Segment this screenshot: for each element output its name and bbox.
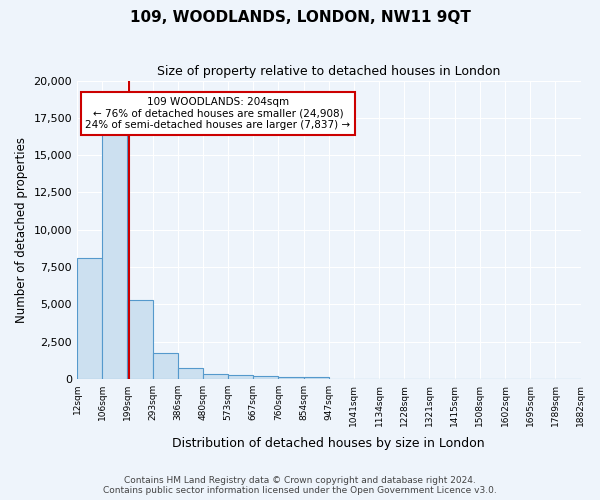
Bar	[77, 258, 102, 379]
Bar	[304, 377, 329, 379]
X-axis label: Distribution of detached houses by size in London: Distribution of detached houses by size …	[172, 437, 485, 450]
Bar	[127, 300, 152, 379]
Y-axis label: Number of detached properties: Number of detached properties	[15, 136, 28, 322]
Title: Size of property relative to detached houses in London: Size of property relative to detached ho…	[157, 65, 500, 78]
Bar	[178, 368, 203, 379]
Text: 109, WOODLANDS, LONDON, NW11 9QT: 109, WOODLANDS, LONDON, NW11 9QT	[130, 10, 470, 25]
Bar	[228, 376, 253, 379]
Bar	[102, 133, 127, 379]
Bar	[152, 353, 178, 379]
Text: Contains HM Land Registry data © Crown copyright and database right 2024.
Contai: Contains HM Land Registry data © Crown c…	[103, 476, 497, 495]
Text: 109 WOODLANDS: 204sqm
← 76% of detached houses are smaller (24,908)
24% of semi-: 109 WOODLANDS: 204sqm ← 76% of detached …	[85, 97, 350, 130]
Bar	[203, 374, 228, 379]
Bar	[253, 376, 278, 379]
Bar	[278, 376, 304, 379]
